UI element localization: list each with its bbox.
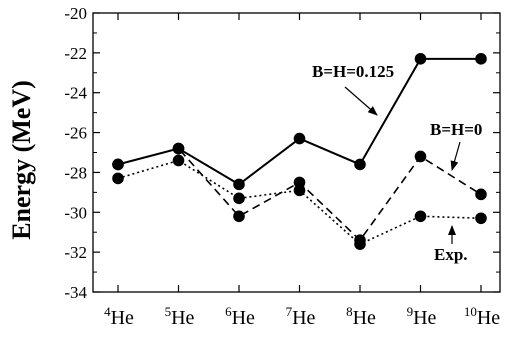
x-tick-label: 4He — [104, 304, 134, 329]
x-tick-element-symbol: He — [292, 307, 315, 329]
x-tick-mass-number: 9 — [407, 304, 414, 319]
x-tick-label: 7He — [286, 304, 316, 329]
data-point — [112, 158, 124, 171]
x-axis: 4He 5He 6He 7He 8He 9He 10He — [104, 13, 500, 329]
x-tick-mass-number: 4 — [104, 304, 111, 319]
data-point — [414, 150, 427, 163]
data-point — [293, 176, 306, 189]
x-tick-element-symbol: He — [353, 307, 376, 329]
annotation-layer: B=H=0.125 B=H=0 Exp. — [312, 62, 482, 264]
y-tick-label: -22 — [64, 44, 87, 63]
x-tick-element-symbol: He — [111, 307, 134, 329]
data-point — [233, 178, 245, 191]
annotation-arrow — [344, 86, 378, 116]
series-layer — [112, 53, 487, 250]
x-tick-element-symbol: He — [477, 307, 500, 329]
x-tick-element-symbol: He — [413, 307, 436, 329]
x-tick-mass-number: 10 — [464, 304, 477, 319]
data-point — [475, 53, 487, 65]
series-line — [117, 57, 481, 186]
series-line — [117, 159, 482, 246]
y-tick-label: -24 — [64, 84, 87, 103]
data-point — [414, 210, 427, 223]
x-tick-mass-number: 7 — [286, 304, 293, 319]
data-point — [172, 154, 185, 167]
series-annotation-label: B=H=0.125 — [312, 62, 394, 81]
x-tick-mass-number: 6 — [225, 304, 232, 319]
data-point — [354, 238, 366, 250]
data-point — [293, 184, 306, 197]
x-tick-label: 10He — [464, 304, 500, 329]
data-point — [233, 210, 245, 223]
series-annotation-label: B=H=0 — [430, 120, 482, 139]
series-2 — [112, 142, 487, 246]
data-point — [475, 188, 487, 201]
x-tick-mass-number: 5 — [165, 304, 172, 319]
data-point — [172, 142, 185, 155]
y-tick-label: -26 — [64, 124, 87, 143]
data-point — [414, 53, 427, 65]
x-tick-element-symbol: He — [171, 307, 194, 329]
series-3 — [112, 154, 487, 250]
y-axis-label: Energy (MeV) — [7, 80, 36, 240]
data-point — [112, 172, 124, 185]
x-tick-label: 9He — [407, 304, 437, 329]
data-point — [475, 212, 487, 225]
y-tick-label: -28 — [64, 163, 87, 182]
data-point — [293, 132, 306, 145]
y-axis: -20 -22 -24 -26 -28 -30 -32 -34 — [64, 4, 500, 302]
y-tick-label: -30 — [64, 203, 87, 222]
series-annotation-label: Exp. — [434, 245, 468, 264]
x-tick-mass-number: 8 — [346, 304, 353, 319]
y-tick-label: -34 — [64, 283, 87, 302]
data-point — [354, 158, 366, 171]
y-tick-label: -20 — [64, 4, 87, 23]
x-tick-label: 6He — [225, 304, 255, 329]
y-tick-label: -32 — [64, 243, 87, 262]
annotation-arrow — [450, 141, 461, 171]
x-tick-label: 5He — [165, 304, 195, 329]
data-point — [233, 192, 245, 205]
x-tick-element-symbol: He — [232, 307, 255, 329]
x-tick-label: 8He — [346, 304, 376, 329]
